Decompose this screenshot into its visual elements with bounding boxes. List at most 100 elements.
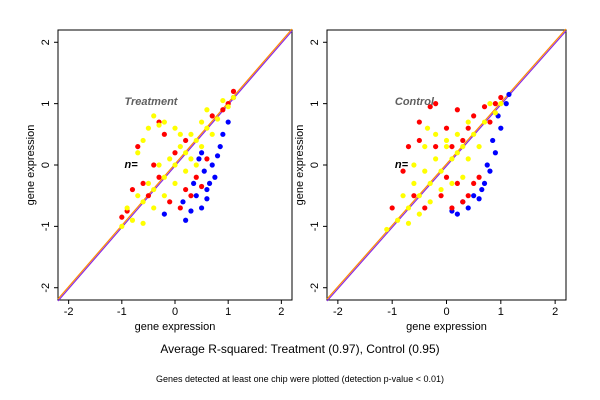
panel-1-yellow-point-26 (172, 125, 178, 131)
panel-2-red-point-1 (389, 205, 395, 211)
panel-1-yellow-point-32 (183, 168, 189, 174)
panel-2-plot-frame (326, 29, 567, 301)
panel-2-yellow-point-33 (487, 101, 493, 107)
panel-1-yellow-point-13 (135, 193, 141, 199)
panel-2-red-point-13 (498, 94, 504, 101)
panel-1-y-tick-label: 1 (40, 101, 52, 107)
panel-2-yellow-point-17 (443, 143, 450, 150)
panel-2-red-point-12 (492, 101, 498, 107)
panel-2-red-point-3 (405, 143, 412, 150)
panel-1-yellow-point-22 (151, 113, 157, 119)
panel-2-yellow-point-8 (460, 143, 466, 150)
panel-2-red-point-27 (443, 174, 450, 180)
panel-1-red-point-1 (119, 214, 125, 220)
panel-2-red-point-6 (433, 101, 439, 107)
panel-2-yellow-point-23 (443, 137, 450, 144)
panel-1-red-point-14 (220, 107, 226, 113)
panel-2-yellow-point-29 (438, 186, 444, 193)
panel-1-red-point-16 (230, 88, 237, 94)
panel-1-blue-point-14 (191, 180, 197, 187)
panel-2-blue-point-14 (490, 137, 496, 144)
panel-2-red-point-17 (460, 199, 466, 205)
panel-2-y-tick-label: 2 (309, 39, 321, 45)
panel-2-red-point-10 (471, 113, 477, 119)
panel-2-blue-point-12 (484, 162, 490, 168)
panel-2-blue-point-13 (479, 186, 485, 193)
panel-2-y-tick-label: 1 (309, 101, 321, 107)
panel-2-yellow-point-20 (411, 162, 417, 168)
panel-2-yellow-point-5 (427, 180, 433, 187)
panel-1-y-tick-label: -1 (40, 221, 52, 231)
panel-2-blue-point-9 (506, 91, 512, 98)
panel-1-x-tick-label: 2 (278, 306, 284, 318)
panel-1-panel-title: Treatment (124, 96, 178, 108)
panel-2-yellow-point-3 (405, 205, 412, 211)
panel-1-red-point-13 (204, 156, 210, 162)
panel-2-blue-point-1 (454, 211, 460, 217)
panel-2-y-tick-label: -2 (309, 283, 321, 293)
panel-2-red-point-11 (481, 104, 488, 110)
panel-1-yellow-point-11 (225, 104, 231, 110)
panel-1-y-tick-label: 2 (40, 39, 52, 45)
panel-2-yellow-point-24 (454, 150, 460, 156)
panel-2-red-point-19 (438, 193, 444, 199)
panel-1-red-point-21 (209, 113, 215, 119)
panel-2-red-point-4 (416, 119, 422, 125)
panel-1-yellow-point-31 (209, 131, 215, 137)
panel-1-yellow-point-30 (198, 143, 205, 150)
panel-1-yellow-point-10 (214, 116, 221, 122)
panel-2-red-point-24 (465, 125, 471, 131)
panel-1-yellow-point-36 (151, 205, 157, 211)
panel-2-yellow-point-7 (449, 156, 455, 162)
panel-2-red-point-26 (416, 137, 422, 144)
panel-2-red-point-2 (400, 168, 406, 174)
panel-1-x-tick-label: -2 (64, 306, 74, 318)
panel-2-red-point-16 (476, 174, 482, 180)
panel-2-n-annotation: n= (395, 159, 409, 171)
panel-2-red-point-15 (471, 180, 477, 187)
panel-1-red-point-17 (145, 193, 152, 199)
panel-2-yellow-point-14 (411, 180, 417, 187)
panel-1-yellow-point-1 (119, 223, 125, 229)
panel-2-yellow-point-12 (498, 101, 504, 107)
panel-2-yellow-point-34 (424, 125, 431, 131)
panel-2-yellow-point-13 (400, 193, 406, 199)
panel-1-x-tick-label: -1 (117, 306, 127, 318)
panel-1-y-tick-label: -2 (40, 283, 52, 293)
panel-2-x-tick-label: 0 (443, 306, 449, 318)
panel-1-x-axis-title: gene expression (135, 321, 216, 333)
panel-1-yellow-point-38 (220, 97, 226, 104)
panel-1-red-point-23 (198, 183, 205, 190)
panel-1-yellow-point-3 (140, 199, 146, 205)
panel-2-red-point-8 (449, 143, 455, 150)
panel-2-red-point-5 (427, 104, 433, 110)
panel-2-red-point-20 (422, 205, 428, 211)
panel-2-yellow-point-18 (454, 131, 460, 137)
panel-1-yellow-point-18 (188, 131, 194, 137)
panel-1-blue-point-10 (220, 131, 226, 137)
panel-1-red-point-20 (183, 137, 189, 144)
panel-1-x-tick-label: 1 (225, 306, 231, 318)
panel-2-red-point-22 (433, 143, 439, 150)
panel-1-yellow-point-33 (193, 162, 199, 168)
panel-1-yellow-point-27 (177, 131, 183, 137)
panel-1-yellow-point-20 (124, 205, 130, 211)
panel-1-yellow-point-2 (129, 217, 136, 223)
panel-2-yellow-point-21 (422, 143, 428, 150)
panel-1-blue-point-4 (204, 196, 210, 202)
panel-2-blue-point-8 (503, 101, 509, 107)
panel-1-yellow-point-4 (151, 186, 157, 193)
panel-2-blue-point-2 (465, 205, 471, 211)
panel-2-x-tick-label: 1 (498, 306, 504, 318)
panel-2-x-tick-label: 2 (552, 306, 558, 318)
panel-2-y-axis-title: gene expression (294, 125, 306, 206)
panel-2-y-tick-label: 0 (309, 162, 321, 168)
panel-1-yellow-point-12 (230, 94, 237, 101)
panel-2-yellow-point-15 (422, 168, 428, 174)
panel-1-blue-point-11 (225, 119, 231, 125)
panel-2-yellow-point-2 (395, 217, 401, 223)
panel-1-yellow-point-5 (161, 174, 167, 180)
panel-1-blue-point-1 (183, 217, 189, 223)
panel-2-yellow-point-22 (433, 131, 439, 137)
